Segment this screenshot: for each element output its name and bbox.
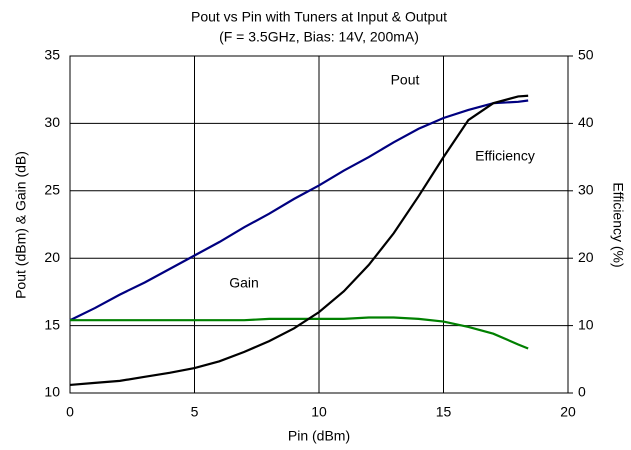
y2-tick-label: 50 bbox=[578, 47, 594, 63]
annotation: Gain bbox=[229, 275, 259, 291]
annotation: Pout bbox=[391, 72, 420, 88]
y-axis-label: Pout (dBm) & Gain (dB) bbox=[13, 151, 29, 299]
series-line bbox=[70, 316, 529, 350]
y2-tick-label: 0 bbox=[578, 384, 586, 400]
x-tick-label: 20 bbox=[560, 404, 576, 420]
y-tick-label: 20 bbox=[44, 249, 60, 265]
y-tick-label: 35 bbox=[44, 47, 60, 63]
plot-frame bbox=[69, 55, 569, 394]
x-tick-label: 15 bbox=[436, 404, 452, 420]
series-line bbox=[69, 94, 529, 387]
x-tick-label: 0 bbox=[66, 404, 74, 420]
x-tick-label: 5 bbox=[191, 404, 199, 420]
y-tick-label: 30 bbox=[44, 114, 60, 130]
series-line bbox=[69, 99, 529, 322]
chart-title: Pout vs Pin with Tuners at Input & Outpu… bbox=[191, 9, 447, 25]
y-tick-label: 25 bbox=[44, 182, 60, 198]
x-axis-label: Pin (dBm) bbox=[288, 428, 350, 444]
y2-axis-label: Efficiency (%) bbox=[610, 182, 626, 267]
chart-subtitle: (F = 3.5GHz, Bias: 14V, 200mA) bbox=[219, 29, 419, 45]
y2-tick-label: 20 bbox=[578, 249, 594, 265]
y-tick-label: 15 bbox=[44, 316, 60, 332]
y2-tick-label: 10 bbox=[578, 316, 594, 332]
y2-tick-label: 40 bbox=[578, 114, 594, 130]
y-tick-label: 10 bbox=[44, 384, 60, 400]
y2-tick-label: 30 bbox=[578, 182, 594, 198]
annotation: Efficiency bbox=[475, 148, 535, 164]
x-tick-label: 10 bbox=[311, 404, 327, 420]
